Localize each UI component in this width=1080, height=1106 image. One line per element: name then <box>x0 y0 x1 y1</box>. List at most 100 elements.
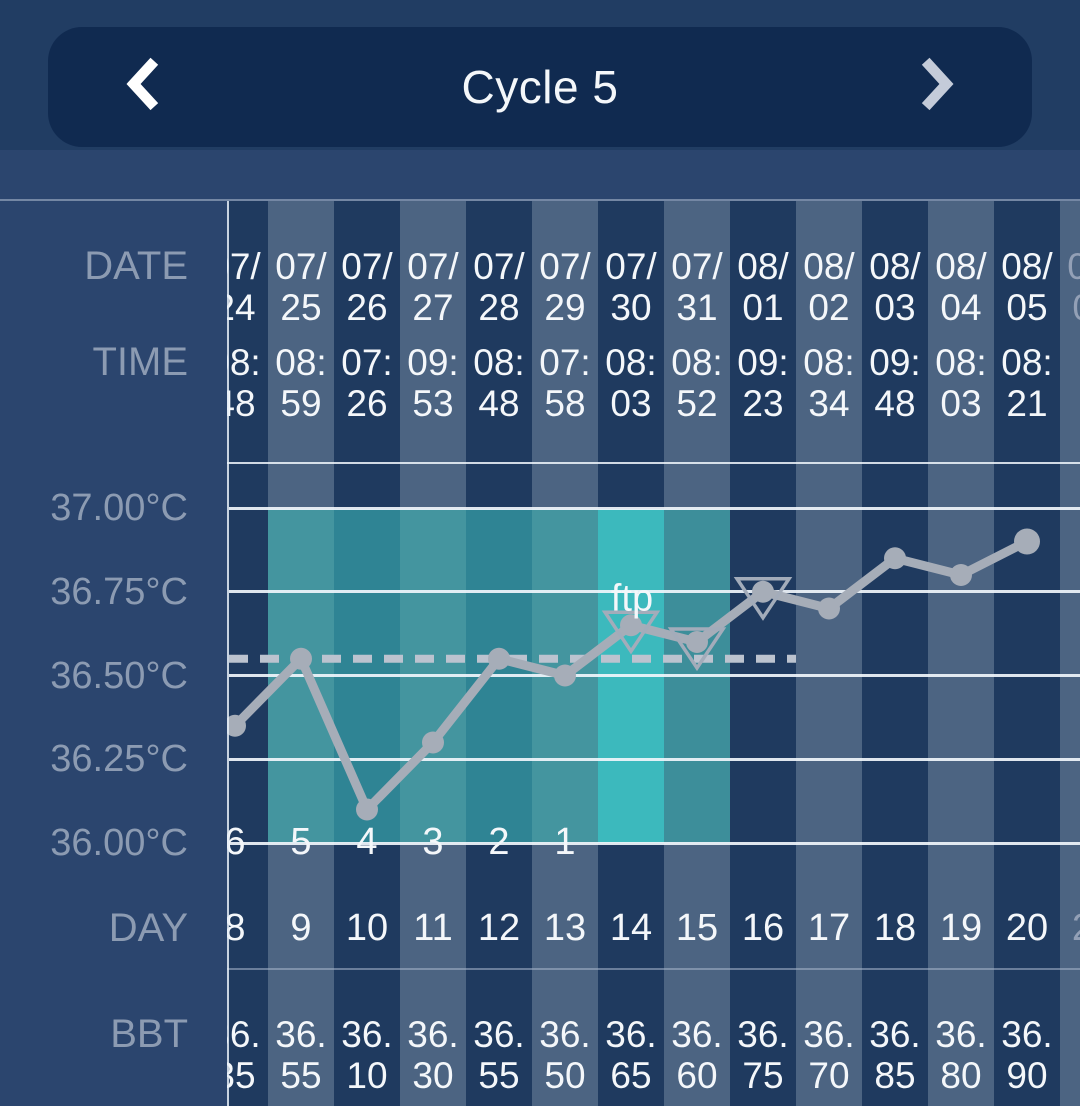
y-axis-tick-label: 36.50°C <box>50 654 188 697</box>
bbt-cell: 36. 75 <box>737 1014 789 1096</box>
time-cell: 09: 23 <box>737 342 789 424</box>
day-column-stripe[interactable] <box>862 201 928 1106</box>
day-column-stripe[interactable] <box>994 201 1060 1106</box>
data-point <box>818 597 840 620</box>
gridline <box>229 674 1080 677</box>
countdown-label: 6 <box>224 821 246 863</box>
day-cell: 9 <box>290 907 312 949</box>
time-cell: 09: 53 <box>407 342 459 424</box>
data-point <box>950 564 972 586</box>
day-column-stripe[interactable] <box>730 201 796 1106</box>
time-cell: 08: 21 <box>1001 342 1053 424</box>
day-cell: 19 <box>939 907 983 949</box>
ovulation-marker-icon <box>733 577 793 621</box>
peak-label: ftp <box>611 577 653 619</box>
cycle-title: Cycle 5 <box>461 61 619 113</box>
day-column-stripe[interactable] <box>796 201 862 1106</box>
date-cell: 08/ 06 <box>1067 246 1080 328</box>
date-cell: 07/ 30 <box>605 246 657 328</box>
data-point <box>884 547 906 570</box>
day-bbt-divider <box>0 968 1080 970</box>
ovulation-marker-icon <box>601 610 661 655</box>
bbt-cell: 36. 55 <box>275 1014 327 1096</box>
day-cell: 20 <box>1005 907 1049 949</box>
countdown-label: 5 <box>290 821 312 863</box>
day-cell: 16 <box>741 907 785 949</box>
bbt-cell: 36. 10 <box>341 1014 393 1096</box>
day-column-stripe[interactable] <box>1060 201 1080 1106</box>
time-cell: 07: 58 <box>539 342 591 424</box>
bbt-cell: 36. 90 <box>1001 1014 1053 1096</box>
data-point <box>356 798 378 821</box>
time-cell: 07: 26 <box>341 342 393 424</box>
day-cell: 8 <box>224 907 246 949</box>
gridline <box>229 841 1080 845</box>
panel-top-border <box>0 199 1080 201</box>
date-cell: 08/ 03 <box>869 246 921 328</box>
ovulation-marker-icon <box>667 627 727 672</box>
chart-left-axis-line <box>227 201 229 1106</box>
data-point <box>554 664 576 687</box>
bbt-cell: 36. 65 <box>605 1014 657 1096</box>
day-cell: 15 <box>675 907 719 949</box>
time-cell: 08: 34 <box>803 342 855 424</box>
cycle-header: Cycle 5 <box>48 27 1032 147</box>
date-cell: 07/ 26 <box>341 246 393 328</box>
gridline <box>229 590 1080 594</box>
data-point <box>224 714 246 737</box>
time-cell: 09: 48 <box>869 342 921 424</box>
countdown-label: 4 <box>356 821 378 863</box>
time-row-label: TIME <box>92 340 188 384</box>
time-cell: 08: 03 <box>605 342 657 424</box>
day-row-label: DAY <box>108 906 188 950</box>
bbt-cell: 36. 30 <box>407 1014 459 1096</box>
data-point <box>290 647 312 670</box>
previous-cycle-button[interactable] <box>111 46 175 122</box>
date-cell: 07/ 29 <box>539 246 591 328</box>
date-row-label: DATE <box>84 244 188 288</box>
data-point <box>1014 528 1040 555</box>
date-cell: 07/ 25 <box>275 246 327 328</box>
date-cell: 08/ 01 <box>737 246 789 328</box>
data-point <box>422 731 444 754</box>
chevron-right-icon <box>921 57 954 111</box>
bbt-row-label: BBT <box>110 1012 188 1056</box>
y-axis-tick-label: 36.25°C <box>50 738 188 781</box>
day-cell: 14 <box>609 907 653 949</box>
bbt-cell: 36. 80 <box>935 1014 987 1096</box>
date-cell: 08/ 05 <box>1001 246 1053 328</box>
day-cell: 21 <box>1060 908 1080 948</box>
day-cell: 11 <box>413 907 453 949</box>
day-cell: 17 <box>807 907 851 949</box>
bbt-cell: 36. 55 <box>473 1014 525 1096</box>
data-point <box>488 647 510 670</box>
day-cell: 10 <box>345 907 389 949</box>
y-axis-tick-label: 36.00°C <box>50 822 188 864</box>
y-axis-tick-label: 36.75°C <box>50 570 188 613</box>
next-cycle-button[interactable] <box>905 46 969 122</box>
table-chart-divider <box>0 462 1080 464</box>
day-cell: 12 <box>477 907 521 949</box>
day-column-stripe[interactable] <box>928 201 994 1106</box>
countdown-label: 1 <box>554 821 576 863</box>
countdown-label: 3 <box>422 821 444 863</box>
time-cell: 08: 52 <box>671 342 723 424</box>
time-cell: 08: 48 <box>473 342 525 424</box>
row-label-gutter <box>0 201 227 1106</box>
date-cell: 07/ 28 <box>473 246 525 328</box>
countdown-label: 2 <box>488 821 510 863</box>
time-cell: 08: 03 <box>935 342 987 424</box>
day-cell: 13 <box>543 907 587 949</box>
day-cell: 18 <box>873 907 917 949</box>
bbt-cell: 36. 60 <box>671 1014 723 1096</box>
date-cell: 08/ 04 <box>935 246 987 328</box>
gridline <box>229 506 1080 510</box>
bbt-cell: 36. 70 <box>803 1014 855 1096</box>
data-point <box>620 614 642 637</box>
data-point <box>686 631 708 653</box>
date-cell: 08/ 02 <box>803 246 855 328</box>
bbt-cell: 36. 85 <box>869 1014 921 1096</box>
